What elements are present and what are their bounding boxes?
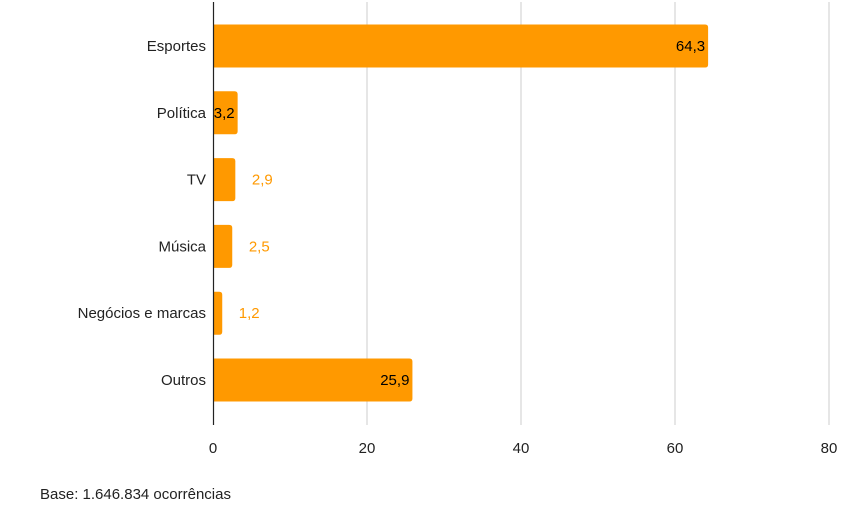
data-label: 2,9 (252, 172, 273, 189)
bar (213, 291, 223, 335)
category-label: TV (187, 172, 206, 189)
bar (213, 358, 413, 402)
category-label: Música (158, 238, 206, 255)
category-label: Esportes (147, 38, 206, 55)
bar-chart: Esportes 64,3 Política 3,2 TV 2,9 Música 2,5 Neg… (78, 2, 838, 457)
data-label: 64,3 (676, 38, 705, 55)
category-label: Outros (161, 372, 206, 389)
data-label: 1,2 (239, 305, 260, 322)
base-note: Base: 1.646.834 ocorrências (40, 486, 231, 503)
data-label: 25,9 (380, 372, 409, 389)
x-tick-label: 40 (513, 440, 530, 457)
bar (213, 24, 709, 68)
x-tick-label: 0 (209, 440, 217, 457)
chart-canvas: Esportes 64,3 Política 3,2 TV 2,9 Música 2,5 Neg… (78, 2, 838, 457)
x-tick-label: 20 (359, 440, 376, 457)
bar (213, 224, 233, 268)
category-label: Negócios e marcas (78, 305, 206, 322)
x-tick-label: 80 (821, 440, 838, 457)
bar (213, 158, 236, 202)
data-label: 2,5 (249, 238, 270, 255)
x-tick-label: 60 (667, 440, 684, 457)
data-label: 3,2 (214, 105, 235, 122)
category-label: Política (157, 105, 207, 122)
bar (213, 91, 238, 135)
